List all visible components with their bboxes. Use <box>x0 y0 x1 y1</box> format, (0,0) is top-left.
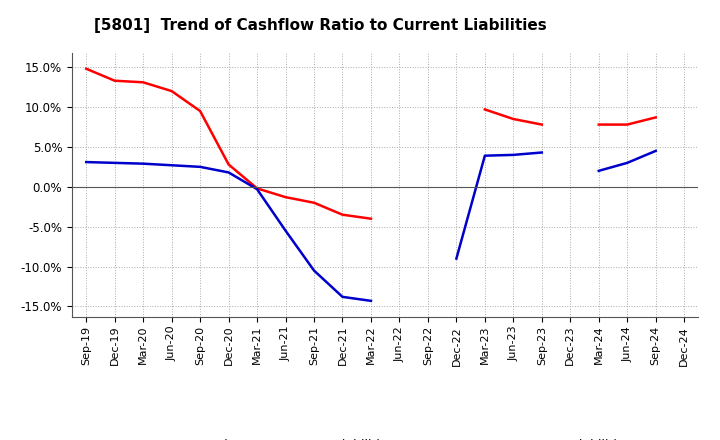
Free CF to Current Liabilities <box>110 160 119 165</box>
Free CF to Current Liabilities <box>253 187 261 192</box>
Operating CF to Current Liabilities <box>225 162 233 167</box>
Operating CF to Current Liabilities <box>82 66 91 71</box>
Free CF to Current Liabilities <box>338 294 347 300</box>
Operating CF to Current Liabilities <box>310 200 318 205</box>
Operating CF to Current Liabilities <box>139 80 148 85</box>
Line: Free CF to Current Liabilities: Free CF to Current Liabilities <box>86 162 371 301</box>
Operating CF to Current Liabilities <box>282 194 290 200</box>
Operating CF to Current Liabilities <box>167 88 176 94</box>
Free CF to Current Liabilities <box>225 170 233 175</box>
Operating CF to Current Liabilities <box>253 186 261 191</box>
Free CF to Current Liabilities <box>82 159 91 165</box>
Operating CF to Current Liabilities <box>366 216 375 221</box>
Free CF to Current Liabilities <box>196 164 204 169</box>
Free CF to Current Liabilities <box>282 228 290 233</box>
Line: Operating CF to Current Liabilities: Operating CF to Current Liabilities <box>86 69 371 219</box>
Operating CF to Current Liabilities <box>196 108 204 114</box>
Free CF to Current Liabilities <box>366 298 375 304</box>
Free CF to Current Liabilities <box>167 163 176 168</box>
Operating CF to Current Liabilities <box>338 212 347 217</box>
Legend: Operating CF to Current Liabilities, Free CF to Current Liabilities: Operating CF to Current Liabilities, Fre… <box>135 434 636 440</box>
Text: [5801]  Trend of Cashflow Ratio to Current Liabilities: [5801] Trend of Cashflow Ratio to Curren… <box>94 18 546 33</box>
Free CF to Current Liabilities <box>310 268 318 273</box>
Free CF to Current Liabilities <box>139 161 148 166</box>
Operating CF to Current Liabilities <box>110 78 119 83</box>
